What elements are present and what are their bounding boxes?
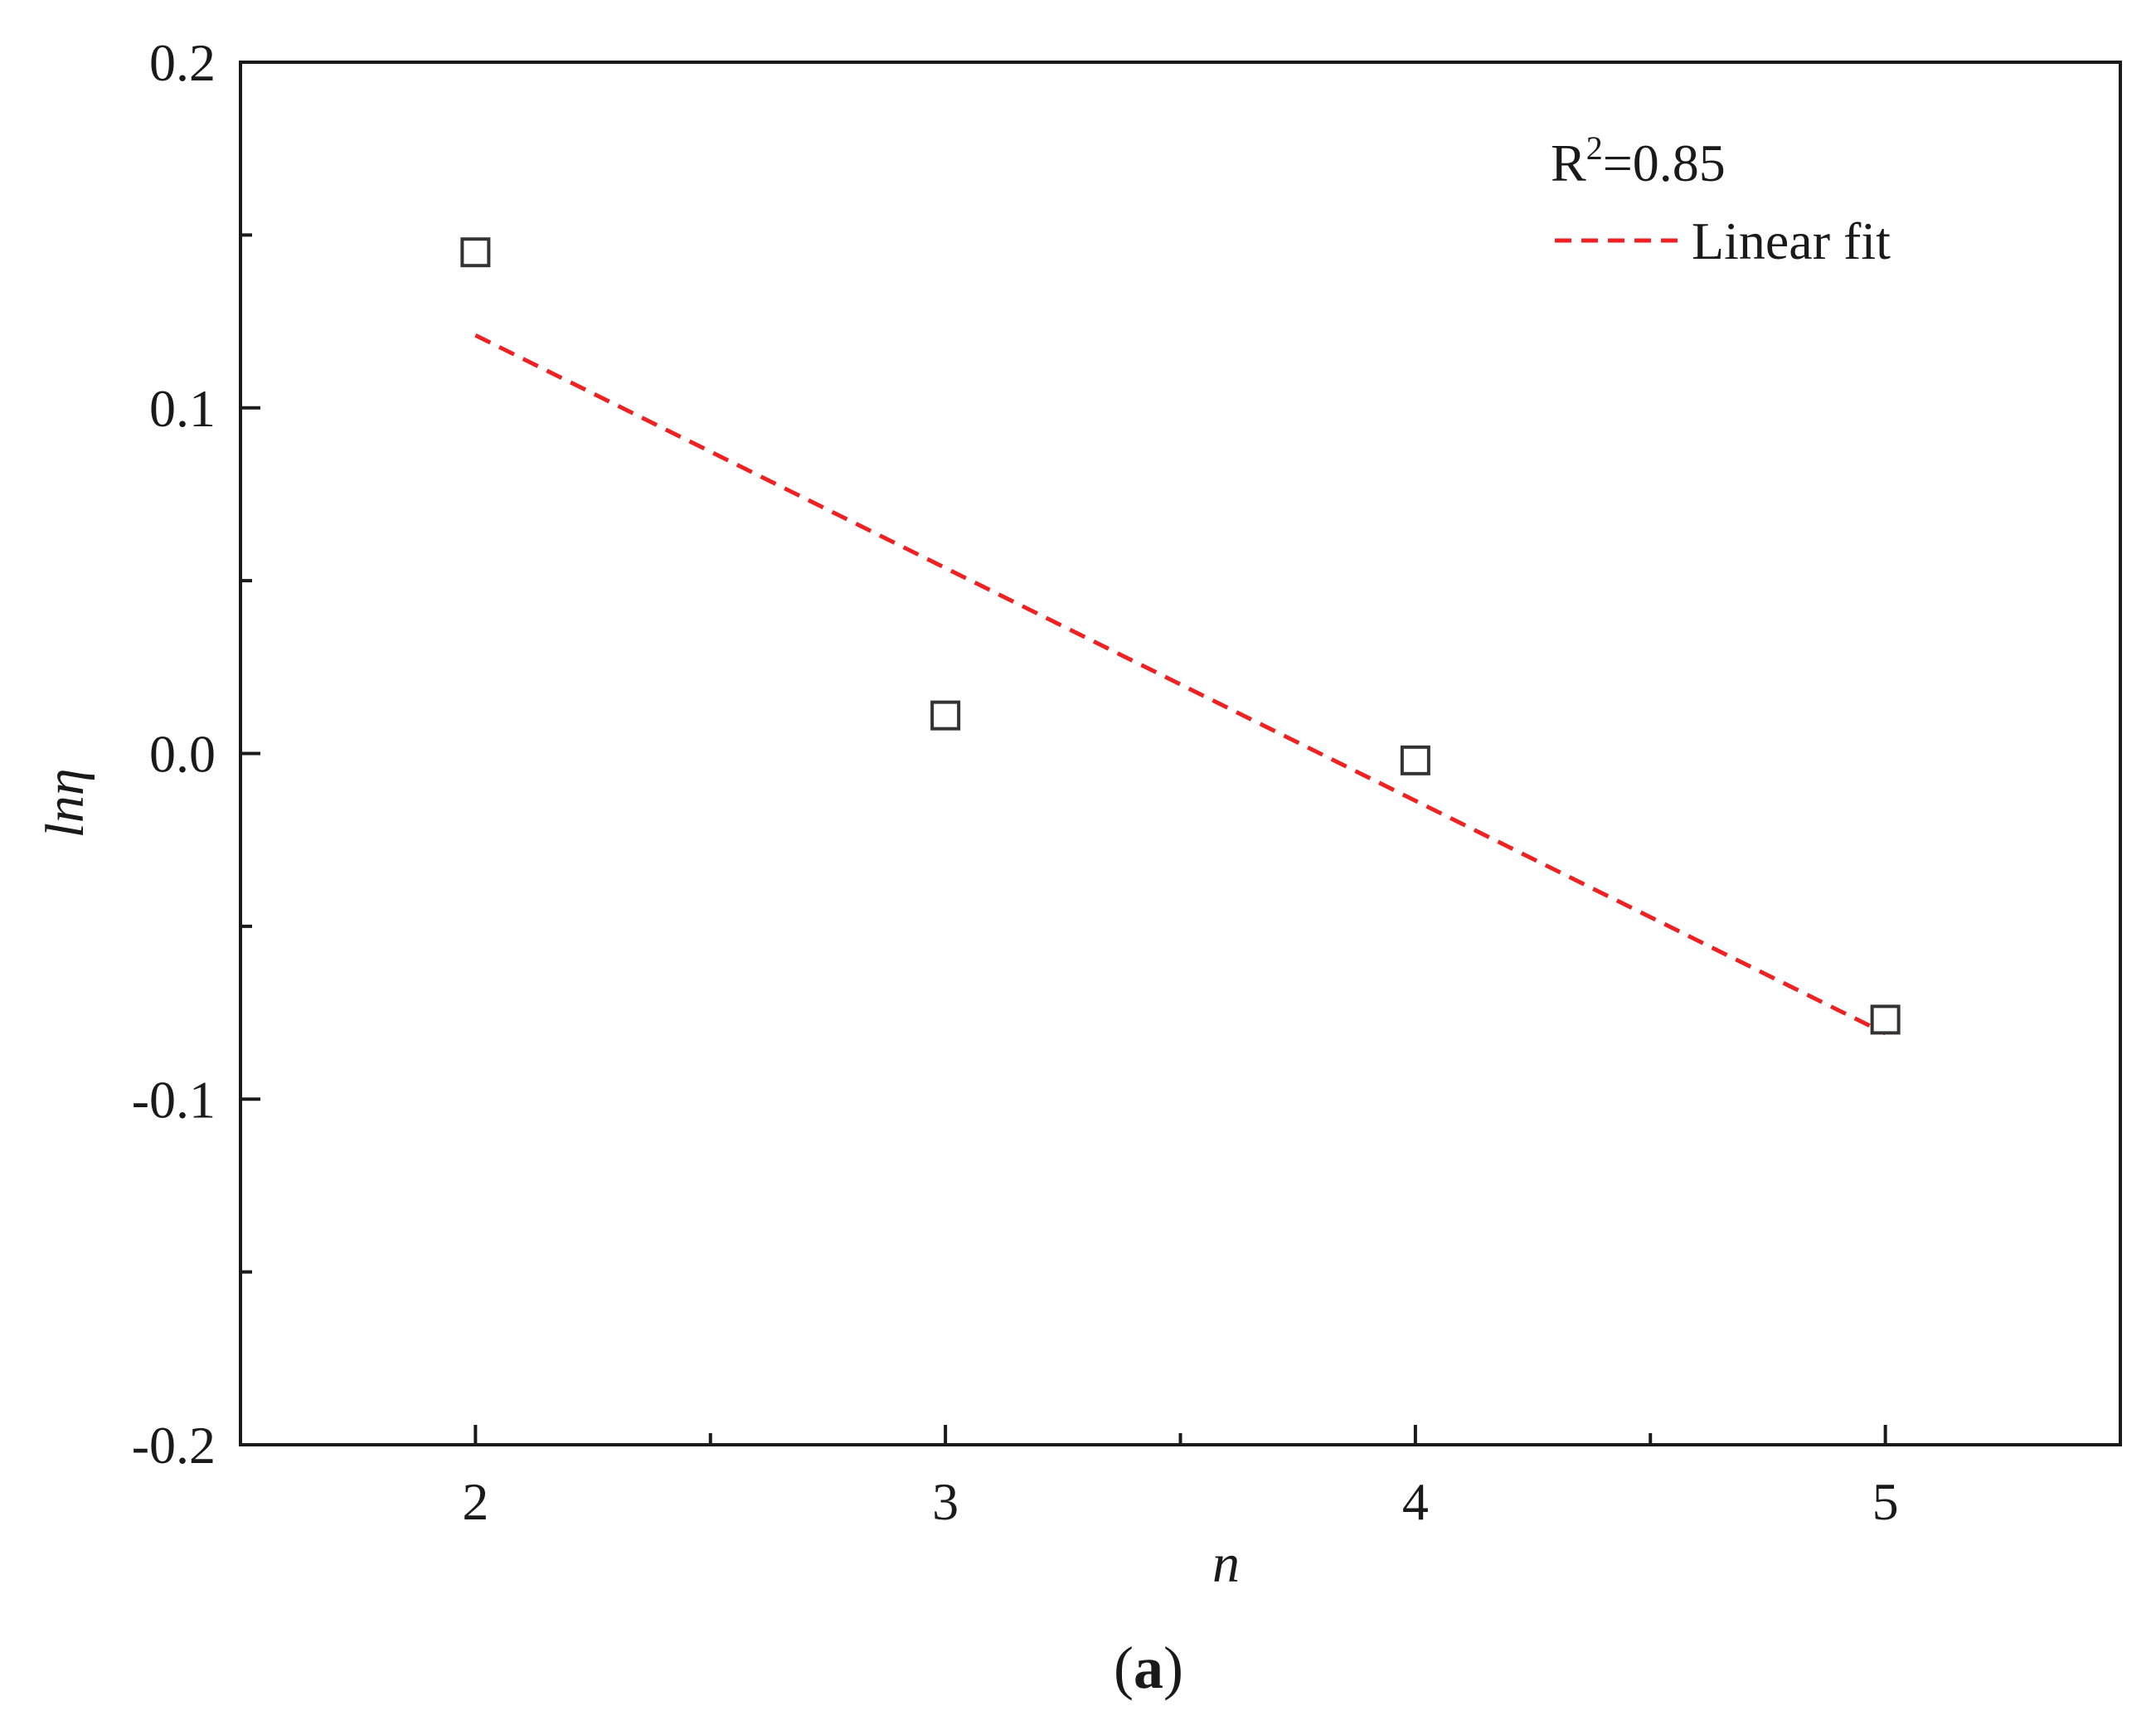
data-point-square <box>1870 1004 1901 1035</box>
r-squared-value: =0.85 <box>1603 134 1726 192</box>
y-tick-label: 0.0 <box>149 725 216 784</box>
y-tick-label: 0.1 <box>149 379 216 438</box>
x-tick-label: 3 <box>932 1472 959 1531</box>
figure-caption: (a) <box>1114 1635 1183 1701</box>
y-tick-label: -0.2 <box>132 1416 216 1475</box>
y-tick-label: -0.1 <box>132 1070 216 1129</box>
caption-letter: a <box>1134 1635 1163 1701</box>
axis-ticks <box>240 61 1887 1446</box>
legend-fit-label: Linear fit <box>1692 211 1891 270</box>
caption-open-paren: ( <box>1114 1635 1134 1701</box>
x-axis-title: n <box>1212 1534 1240 1594</box>
x-tick-label: 2 <box>462 1472 488 1531</box>
y-tick-label: 0.2 <box>149 33 216 92</box>
fit-line-layer <box>474 333 1886 1036</box>
legend-r-squared: R2=0.85 <box>1551 129 1726 192</box>
r-squared-superscript: 2 <box>1586 129 1603 167</box>
caption-close-paren: ) <box>1163 1635 1183 1701</box>
linear-fit-line <box>474 333 1886 1036</box>
data-point-square <box>460 237 491 268</box>
data-point-square <box>1400 745 1430 775</box>
x-tick-label: 5 <box>1872 1472 1899 1531</box>
r-squared-base: R <box>1551 134 1586 192</box>
data-point-square <box>930 700 961 731</box>
data-points <box>460 237 1901 1035</box>
x-tick-label: 4 <box>1402 1472 1429 1531</box>
axis-tick-labels: 2 3 4 5 -0.2 -0.1 0.0 0.1 0.2 <box>132 33 1899 1531</box>
y-axis-title: lnη <box>35 768 95 838</box>
legend: R2=0.85 Linear fit <box>1551 129 1891 270</box>
